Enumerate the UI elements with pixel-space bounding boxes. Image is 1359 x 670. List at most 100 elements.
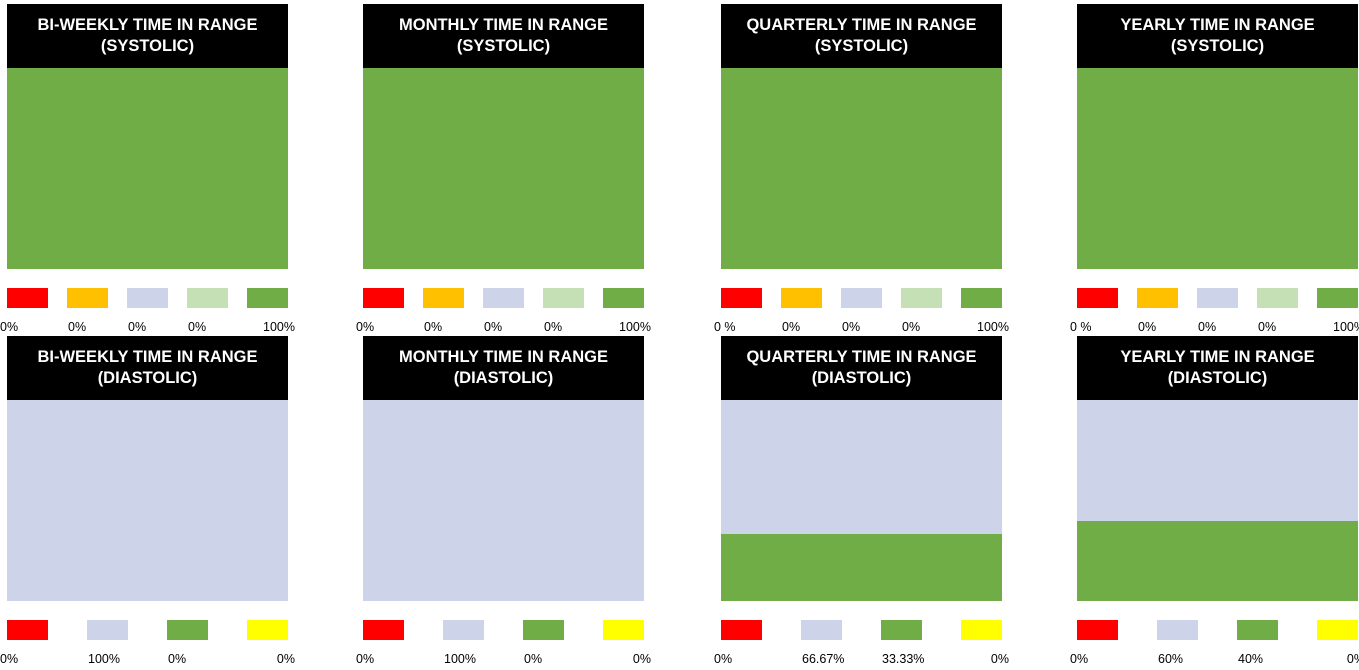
- legend-swatch-red: [363, 620, 404, 640]
- legend-value-label: 0%: [1198, 320, 1217, 334]
- legend-value-label: 100%: [977, 320, 1009, 334]
- chart-panel: BI-WEEKLY TIME IN RANGE (DIASTOLIC) 0% 100…: [0, 336, 295, 666]
- bar-segment-green: [721, 534, 1002, 601]
- legend-swatch-red: [7, 620, 48, 640]
- legend-swatch-green: [603, 288, 644, 308]
- legend-value-label: 0%: [484, 320, 503, 334]
- legend-value-label: 0%: [356, 320, 375, 334]
- chart-title: BI-WEEKLY TIME IN RANGE (DIASTOLIC): [7, 336, 288, 400]
- chart-title: YEARLY TIME IN RANGE (SYSTOLIC): [1077, 4, 1358, 68]
- legend-swatch-light-green: [543, 288, 584, 308]
- legend-swatch-lavender: [483, 288, 524, 308]
- legend-value-label: 0%: [714, 652, 733, 666]
- legend-swatch-lavender: [127, 288, 168, 308]
- chart-title: YEARLY TIME IN RANGE (DIASTOLIC): [1077, 336, 1358, 400]
- legend-value-label: 0 %: [1070, 320, 1092, 334]
- bar-segment-lavender: [363, 400, 644, 601]
- stacked-bar: [721, 68, 1002, 269]
- legend-value-label: 0%: [1070, 652, 1089, 666]
- legend-value-label: 0%: [424, 320, 443, 334]
- legend-value-label: 0%: [1346, 652, 1359, 666]
- legend-value-label: 0%: [632, 652, 651, 666]
- legend-swatch-lavender: [841, 288, 882, 308]
- bar-segment-lavender: [721, 400, 1002, 535]
- legend-swatch-yellow: [961, 620, 1002, 640]
- legend-value-label: 0%: [68, 320, 87, 334]
- legend-value-label: 0%: [188, 320, 207, 334]
- legend-swatch-light-green: [187, 288, 228, 308]
- legend-value-label: 0%: [356, 652, 375, 666]
- chart-title: QUARTERLY TIME IN RANGE (SYSTOLIC): [721, 4, 1002, 68]
- legend-value-label: 0%: [842, 320, 861, 334]
- legend-swatch-green: [247, 288, 288, 308]
- stacked-bar: [1077, 68, 1358, 269]
- legend-swatch-yellow: [603, 620, 644, 640]
- chart-panel: MONTHLY TIME IN RANGE (DIASTOLIC) 0% 100% 0…: [356, 336, 651, 666]
- bar-segment-green: [1077, 68, 1358, 269]
- legend-value-label: 100%: [1333, 320, 1359, 334]
- legend-swatch-red: [721, 620, 762, 640]
- bar-segment-green: [363, 68, 644, 269]
- legend-value-label: 40%: [1238, 652, 1264, 666]
- stacked-bar: [1077, 400, 1358, 601]
- chart-panel: YEARLY TIME IN RANGE (DIASTOLIC) 0% 60% 40%…: [1070, 336, 1359, 666]
- legend-swatch-green: [881, 620, 922, 640]
- legend-value-label: 0%: [0, 320, 19, 334]
- chart-title: QUARTERLY TIME IN RANGE (DIASTOLIC): [721, 336, 1002, 400]
- legend-value-label: 100%: [444, 652, 476, 666]
- legend-swatch-orange: [423, 288, 464, 308]
- legend-value-label: 0%: [902, 320, 921, 334]
- legend-swatch-lavender: [87, 620, 128, 640]
- legend-value-label: 0%: [990, 652, 1009, 666]
- legend-swatch-orange: [781, 288, 822, 308]
- legend-value-label: 0%: [276, 652, 295, 666]
- legend-swatch-orange: [67, 288, 108, 308]
- legend-value-label: 100%: [619, 320, 651, 334]
- chart-title: MONTHLY TIME IN RANGE (DIASTOLIC): [363, 336, 644, 400]
- chart-panel: YEARLY TIME IN RANGE (SYSTOLIC) 0 % 0% 0% 0%…: [1070, 4, 1359, 334]
- stacked-bar: [363, 68, 644, 269]
- chart-panel: QUARTERLY TIME IN RANGE (DIASTOLIC) 0% 66.…: [714, 336, 1009, 666]
- legend-swatch-red: [1077, 288, 1118, 308]
- legend-swatch-red: [7, 288, 48, 308]
- legend-swatch-green: [961, 288, 1002, 308]
- legend-swatch-lavender: [1197, 288, 1238, 308]
- legend-value-label: 0%: [128, 320, 147, 334]
- bar-segment-green: [7, 68, 288, 269]
- legend-value-label: 0%: [1258, 320, 1277, 334]
- legend-value-label: 0 %: [714, 320, 736, 334]
- legend-value-label: 33.33%: [882, 652, 925, 666]
- legend-swatch-red: [721, 288, 762, 308]
- bar-segment-green: [721, 68, 1002, 269]
- legend-value-label: 0%: [782, 320, 801, 334]
- legend-value-label: 66.67%: [802, 652, 845, 666]
- legend-swatch-lavender: [1157, 620, 1198, 640]
- legend-value-label: 0%: [544, 320, 563, 334]
- stacked-bar: [721, 400, 1002, 601]
- legend-swatch-red: [363, 288, 404, 308]
- chart-panel: BI-WEEKLY TIME IN RANGE (SYSTOLIC) 0% 0% 0%…: [0, 4, 295, 334]
- bar-segment-lavender: [1077, 400, 1358, 521]
- stacked-bar: [7, 68, 288, 269]
- legend-swatch-orange: [1137, 288, 1178, 308]
- legend-value-label: 100%: [88, 652, 120, 666]
- legend-swatch-green: [167, 620, 208, 640]
- legend-swatch-yellow: [1317, 620, 1358, 640]
- legend-swatch-green: [1237, 620, 1278, 640]
- chart-title: MONTHLY TIME IN RANGE (SYSTOLIC): [363, 4, 644, 68]
- legend-swatch-yellow: [247, 620, 288, 640]
- bar-segment-green: [1077, 520, 1358, 601]
- legend-swatch-lavender: [443, 620, 484, 640]
- legend-swatch-green: [1317, 288, 1358, 308]
- chart-panel: MONTHLY TIME IN RANGE (SYSTOLIC) 0% 0% 0% 0%…: [356, 4, 651, 334]
- chart-title: BI-WEEKLY TIME IN RANGE (SYSTOLIC): [7, 4, 288, 68]
- chart-panel: QUARTERLY TIME IN RANGE (SYSTOLIC) 0 % 0% 0…: [714, 4, 1009, 334]
- legend-value-label: 100%: [263, 320, 295, 334]
- legend-swatch-light-green: [1257, 288, 1298, 308]
- stacked-bar: [7, 400, 288, 601]
- legend-swatch-green: [523, 620, 564, 640]
- legend-value-label: 0%: [524, 652, 543, 666]
- legend-swatch-lavender: [801, 620, 842, 640]
- legend-value-label: 0%: [0, 652, 19, 666]
- legend-swatch-red: [1077, 620, 1118, 640]
